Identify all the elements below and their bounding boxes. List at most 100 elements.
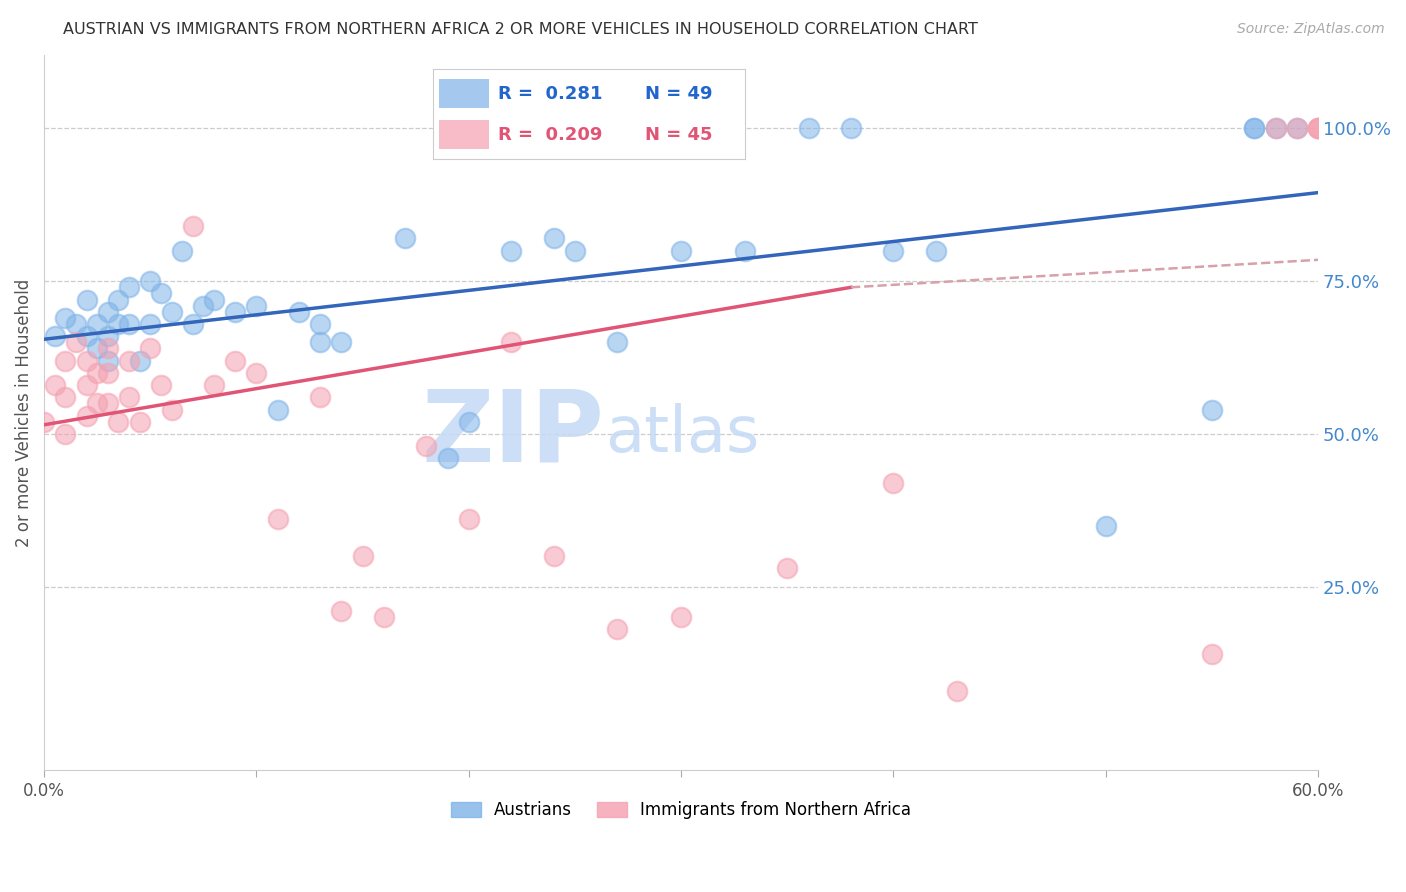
Point (457, 512, 479, 526)
Point (839, 121, 862, 136)
Point (160, 305, 183, 319)
Point (139, 342, 162, 356)
Point (501, 335, 523, 350)
Text: ZIP: ZIP (422, 385, 605, 483)
Point (1285, 121, 1308, 136)
Point (202, 378, 225, 392)
Point (1243, 121, 1265, 136)
Point (882, 475, 904, 490)
Point (1308, 121, 1330, 136)
Point (1264, 121, 1286, 136)
Point (149, 378, 172, 392)
Point (564, 244, 586, 258)
Point (53, 426, 76, 441)
Point (44, 329, 66, 343)
Point (669, 244, 692, 258)
Point (1243, 121, 1265, 136)
Point (181, 219, 204, 234)
Point (32, 415, 55, 429)
Text: atlas: atlas (605, 403, 759, 465)
Point (118, 390, 141, 404)
Point (172, 244, 194, 258)
Point (118, 317, 141, 331)
Point (245, 299, 267, 313)
Point (76, 329, 98, 343)
Point (53, 310, 76, 325)
Point (309, 390, 332, 404)
Point (1308, 121, 1330, 136)
Point (224, 353, 246, 368)
Point (1094, 518, 1116, 533)
Point (309, 335, 332, 350)
Point (65, 335, 87, 350)
Point (415, 439, 437, 453)
Point (925, 244, 948, 258)
Point (352, 549, 374, 563)
Point (734, 244, 756, 258)
Point (53, 390, 76, 404)
Point (1264, 121, 1286, 136)
Point (76, 378, 98, 392)
Point (107, 293, 129, 307)
Point (202, 293, 225, 307)
Point (330, 335, 353, 350)
Point (107, 415, 129, 429)
Point (160, 402, 183, 417)
Point (606, 335, 628, 350)
Text: AUSTRIAN VS IMMIGRANTS FROM NORTHERN AFRICA 2 OR MORE VEHICLES IN HOUSEHOLD CORR: AUSTRIAN VS IMMIGRANTS FROM NORTHERN AFR… (63, 22, 979, 37)
Point (266, 402, 288, 417)
Point (76, 353, 98, 368)
Point (373, 610, 395, 624)
Point (76, 409, 98, 423)
Point (669, 610, 692, 624)
Point (97, 366, 120, 380)
Point (86, 342, 108, 356)
Point (44, 378, 66, 392)
Point (107, 317, 129, 331)
Point (501, 244, 523, 258)
Point (309, 317, 332, 331)
Point (118, 280, 141, 294)
Point (65, 317, 87, 331)
Point (118, 353, 141, 368)
Point (193, 299, 215, 313)
Point (97, 342, 120, 356)
Text: Source: ZipAtlas.com: Source: ZipAtlas.com (1237, 22, 1385, 37)
Point (797, 121, 820, 136)
Point (394, 231, 416, 245)
Point (139, 317, 162, 331)
Point (97, 396, 120, 410)
Point (128, 415, 150, 429)
Point (606, 623, 628, 637)
Point (139, 274, 162, 288)
Point (288, 305, 311, 319)
Point (76, 293, 98, 307)
Point (97, 305, 120, 319)
Point (1285, 121, 1308, 136)
Point (128, 353, 150, 368)
Point (86, 366, 108, 380)
Point (97, 353, 120, 368)
Point (1201, 402, 1223, 417)
Legend: Austrians, Immigrants from Northern Africa: Austrians, Immigrants from Northern Afri… (444, 795, 918, 826)
Point (543, 549, 565, 563)
Point (224, 305, 246, 319)
Point (882, 244, 904, 258)
Point (330, 604, 353, 618)
Point (149, 286, 172, 301)
Point (266, 512, 288, 526)
Point (946, 683, 969, 698)
Point (181, 317, 204, 331)
Point (1308, 121, 1330, 136)
Y-axis label: 2 or more Vehicles in Household: 2 or more Vehicles in Household (15, 278, 32, 547)
Point (776, 561, 799, 575)
Point (97, 329, 120, 343)
Point (86, 396, 108, 410)
Point (436, 451, 458, 466)
Point (245, 366, 267, 380)
Point (1201, 647, 1223, 661)
Point (543, 231, 565, 245)
Point (53, 353, 76, 368)
Point (86, 317, 108, 331)
Point (457, 415, 479, 429)
